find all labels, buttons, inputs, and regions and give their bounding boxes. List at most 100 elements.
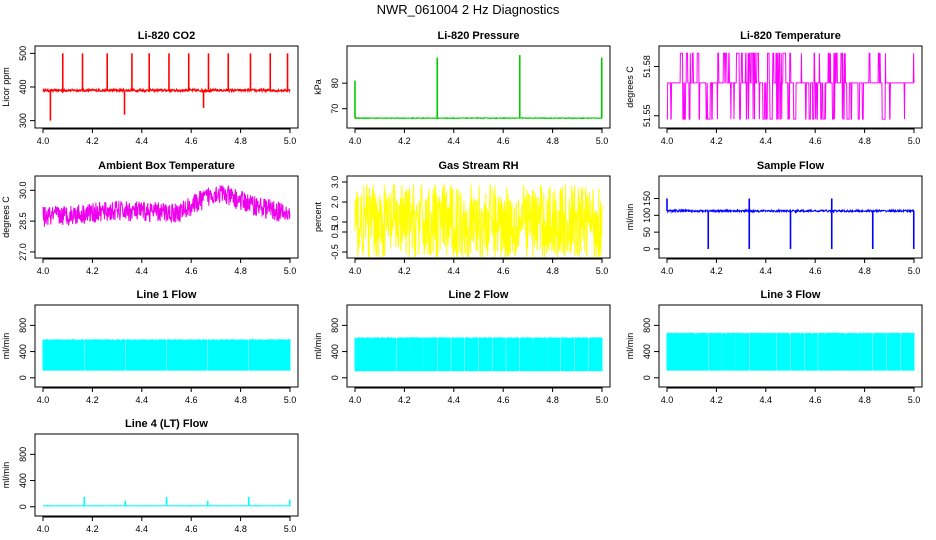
x-tick-label: 4.8 — [546, 266, 559, 276]
chart-co2: Li-820 CO2 Licor ppm 4.0 4.2 4.4 4.6 4.8 5.0 300… — [1, 30, 299, 146]
y-axis: 0 400 800 — [18, 447, 35, 509]
y-tick-label: 3.0 — [330, 176, 340, 189]
y-tick-label: 400 — [642, 344, 652, 359]
plot-frame — [658, 304, 923, 388]
x-axis: 4.0 4.2 4.4 4.6 4.8 5.0 — [349, 258, 609, 276]
y-axis-label: ml/min — [625, 204, 635, 231]
x-tick-label: 4.2 — [710, 136, 723, 146]
y-axis-label: percent — [313, 201, 323, 232]
y-tick-label: 1.0 — [330, 216, 340, 229]
x-tick-label: 4.2 — [398, 395, 411, 405]
chart-line1: Line 1 Flow ml/min 4.0 4.2 4.4 4.6 4.8 5.0 0 400 8… — [1, 289, 299, 405]
y-tick-label: 100 — [642, 208, 652, 223]
x-tick-label: 4.4 — [448, 136, 461, 146]
x-axis: 4.0 4.2 4.4 4.6 4.8 5.0 — [661, 387, 920, 405]
series-co2 — [42, 87, 291, 94]
y-tick-label: 800 — [642, 318, 652, 333]
x-axis: 4.0 4.2 4.4 4.6 4.8 5.0 — [661, 128, 920, 146]
x-axis: 4.0 4.2 4.4 4.6 4.8 5.0 — [661, 258, 921, 276]
x-tick-label: 4.0 — [349, 136, 362, 146]
y-axis-label: ml/min — [313, 333, 323, 360]
plot-frame — [346, 45, 611, 129]
y-axis: -0.5 0.51.0 2.0 3.0 — [330, 176, 347, 260]
series-licor-temp — [666, 52, 915, 120]
plot-frame — [658, 45, 923, 129]
x-tick-label: 4.2 — [86, 524, 99, 534]
y-axis-label: degrees C — [1, 196, 11, 238]
x-tick-label: 4.0 — [661, 136, 674, 146]
y-axis-label: kPa — [313, 79, 323, 95]
y-tick-label: 2.0 — [330, 196, 340, 209]
x-tick-label: 5.0 — [284, 266, 297, 276]
plot-frame — [34, 175, 299, 259]
x-axis: 4.0 4.2 4.4 4.6 4.8 5.0 — [37, 387, 297, 405]
x-tick-label: 4.2 — [398, 266, 411, 276]
chart-title: Li-820 CO2 — [138, 30, 195, 42]
series-line3 — [666, 332, 915, 371]
y-tick-label: 0 — [642, 246, 652, 251]
x-tick-label: 4.4 — [136, 266, 149, 276]
y-axis-label: ml/min — [1, 462, 11, 489]
chart-title: Line 2 Flow — [449, 289, 509, 301]
plot-frame — [658, 175, 923, 259]
y-tick-label: 30.0 — [18, 182, 28, 200]
x-tick-label: 4.0 — [37, 395, 50, 405]
plot-frame — [346, 304, 611, 388]
y-tick-label: 800 — [18, 447, 28, 462]
y-tick-label: 28.5 — [18, 212, 28, 230]
series-ambient-temp — [42, 184, 291, 227]
y-tick-label: 500 — [18, 46, 28, 61]
x-tick-label: 4.4 — [448, 395, 461, 405]
x-tick-label: 5.0 — [284, 136, 297, 146]
y-axis: 0 400 800 — [642, 318, 659, 380]
chart-pressure: Li-820 Pressure kPa 4.0 4.2 4.4 4.6 4.8 5.0 70 80 — [313, 30, 611, 146]
chart-title: Sample Flow — [757, 160, 825, 172]
y-tick-label: 50 — [642, 227, 652, 237]
x-tick-label: 4.6 — [809, 136, 822, 146]
x-tick-label: 4.2 — [710, 266, 723, 276]
chart-title: Line 4 (LT) Flow — [125, 418, 208, 430]
x-tick-label: 4.0 — [37, 266, 50, 276]
y-tick-label: 0.5 — [330, 226, 340, 239]
chart-title: Line 1 Flow — [137, 289, 197, 301]
x-axis: 4.0 4.2 4.4 4.6 4.8 5.0 — [349, 387, 608, 405]
chart-title: Gas Stream RH — [438, 160, 518, 172]
x-tick-label: 4.6 — [809, 395, 822, 405]
x-tick-label: 4.2 — [710, 395, 723, 405]
x-tick-label: 5.0 — [596, 266, 609, 276]
x-tick-label: 4.0 — [37, 524, 50, 534]
x-tick-label: 4.4 — [136, 136, 149, 146]
y-tick-label: 800 — [330, 318, 340, 333]
x-tick-label: 4.4 — [136, 524, 149, 534]
chart-line2: Line 2 Flow ml/min 4.0 4.2 4.4 4.6 4.8 5.0 0 400 8… — [313, 289, 611, 405]
x-tick-label: 4.2 — [398, 136, 411, 146]
y-axis: 27.0 28.5 30.0 — [18, 182, 35, 261]
y-axis: 300 400 500 — [18, 46, 35, 128]
x-tick-label: 4.0 — [37, 136, 50, 146]
x-tick-label: 4.6 — [497, 136, 510, 146]
chart-title: Ambient Box Temperature — [98, 160, 235, 172]
x-tick-label: 5.0 — [908, 266, 921, 276]
x-tick-label: 4.8 — [858, 136, 871, 146]
x-tick-label: 4.2 — [86, 395, 99, 405]
x-tick-label: 4.0 — [661, 395, 674, 405]
chart-line3: Line 3 Flow ml/min 4.0 4.2 4.4 4.6 4.8 5.0 0 400 8… — [625, 289, 923, 405]
x-tick-label: 4.6 — [809, 266, 822, 276]
y-tick-label: 400 — [18, 344, 28, 359]
plot-frame — [34, 304, 299, 388]
chart-ambient-temp: Ambient Box Temperature degrees C 4.0 4.2 4.… — [1, 160, 299, 276]
x-tick-label: 4.2 — [86, 266, 99, 276]
x-tick-label: 4.8 — [234, 136, 247, 146]
y-tick-label: 150 — [642, 191, 652, 206]
x-tick-label: 4.8 — [546, 136, 559, 146]
x-tick-label: 4.8 — [234, 266, 247, 276]
x-tick-label: 4.6 — [185, 395, 198, 405]
x-tick-label: 5.0 — [284, 395, 297, 405]
figure-title: NWR_061004 2 Hz Diagnostics — [376, 2, 560, 17]
series-line1 — [42, 339, 291, 371]
x-tick-label: 4.0 — [349, 266, 362, 276]
y-tick-label: 0 — [18, 504, 28, 509]
y-tick-label: 400 — [18, 473, 28, 488]
